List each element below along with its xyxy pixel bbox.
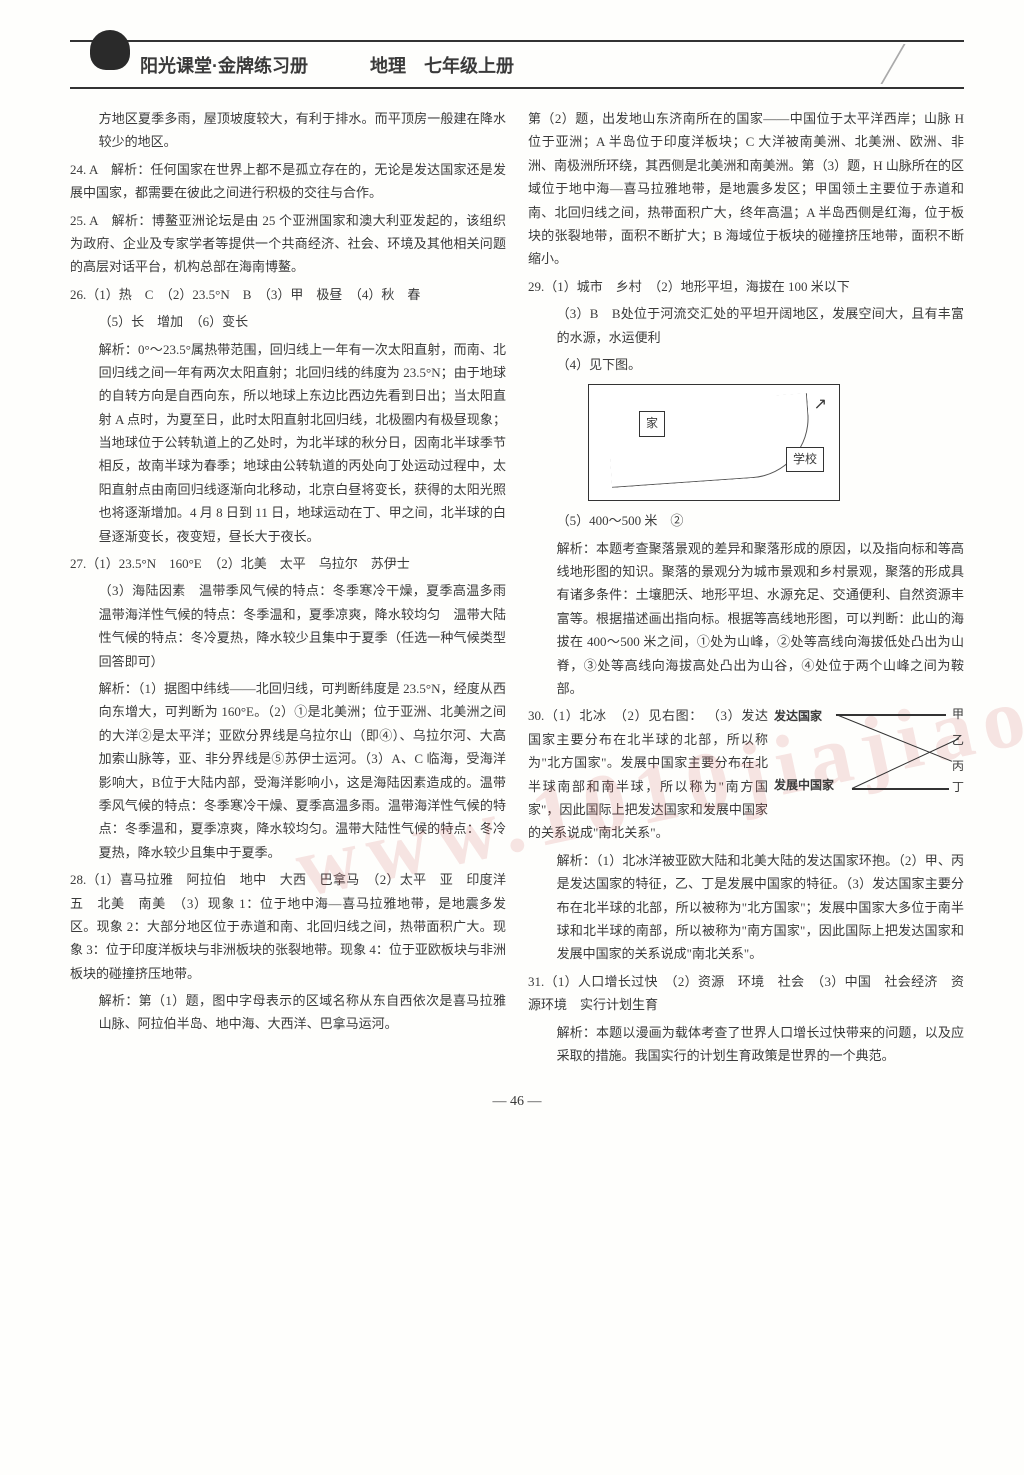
q31-a: 31.（1）人口增长过快 （2）资源 环境 社会 （3）中国 社会经济 资源环境… [528, 970, 964, 1017]
line-4 [852, 788, 949, 789]
right-column: 第（2）题，出发地山东济南所在的国家——中国位于太平洋西岸；山脉 H 位于亚洲；… [528, 107, 964, 1071]
title-part-a: 阳光课堂 [140, 56, 212, 76]
dev-country-label: 发达国家 [774, 706, 822, 728]
q30-text-b: （3）发达国家主要分布在北半球的北部，所以称为"北方国家"。发展中国家主要分布在… [528, 708, 768, 840]
q27-explain: 解析：（1）据图中纬线——北回归线，可判断纬度是 23.5°N，经度从西向东增大… [70, 677, 506, 864]
developing-country-label: 发展中国家 [774, 775, 834, 797]
logo-icon [90, 30, 130, 70]
q30-explain: 解析：（1）北冰洋被亚欧大陆和北美大陆的发达国家环抱。（2）甲、丙是发达国家的特… [528, 849, 964, 966]
q29-b: （3）B B处位于河流交汇处的平坦开阔地区，发展空间大，且有丰富的水源，水运便利 [528, 302, 964, 349]
north-arrow-icon: ↗ [814, 391, 827, 420]
page-header: 阳光课堂·金牌练习册 地理 七年级上册 [70, 40, 964, 89]
subject-label: 地理 七年级上册 [370, 50, 514, 82]
q26-b: （5）长 增加 （6）变长 [70, 310, 506, 333]
cross-diagram: 发达国家 发展中国家 甲 乙 丙 丁 [774, 706, 964, 796]
book-title: 阳光课堂·金牌练习册 [140, 50, 308, 82]
q30-text-a: 30.（1）北冰 （2）见右图： [528, 708, 703, 723]
home-label: 家 [639, 411, 665, 437]
title-part-b: ·金牌练习册 [212, 56, 308, 76]
opt-jia: 甲 [952, 704, 964, 726]
left-column: 方地区夏季多雨，屋顶坡度较大，有利于排水。而平顶房一般建在降水较少的地区。 24… [70, 107, 506, 1071]
opt-bing: 丙 [952, 756, 964, 778]
q29-c: （4）见下图。 [528, 353, 964, 376]
page-number: — 46 — [70, 1089, 964, 1114]
q28-explain: 解析：第（1）题，图中字母表示的区域名称从东自西依次是喜马拉雅山脉、阿拉伯半岛、… [70, 989, 506, 1036]
q28-a: 28.（1）喜马拉雅 阿拉伯 地中 大西 巴拿马 （2）太平 亚 印度洋 五 北… [70, 868, 506, 985]
opt-ding: 丁 [952, 777, 964, 799]
line-1 [836, 714, 946, 715]
header-deco-icon [880, 44, 965, 84]
q28-cont: 第（2）题，出发地山东济南所在的国家——中国位于太平洋西岸；山脉 H 位于亚洲；… [528, 107, 964, 271]
path-line [606, 393, 812, 488]
q25: 25. A 解析：博鳌亚洲论坛是由 25 个亚洲国家和澳大利亚发起的，该组织为政… [70, 209, 506, 279]
q24: 24. A 解析：任何国家在世界上都不是孤立存在的，无论是发达国家还是发展中国家… [70, 158, 506, 205]
q29-d: （5）400～500 米 ② [528, 509, 964, 532]
school-label: 学校 [786, 447, 824, 473]
q29-a: 29.（1）城市 乡村 （2）地形平坦，海拔在 100 米以下 [528, 275, 964, 298]
page: 阳光课堂·金牌练习册 地理 七年级上册 www.1010jiajiao.com … [0, 0, 1024, 1475]
q26-a: 26.（1）热 C （2）23.5°N B （3）甲 极昼 （4）秋 春 [70, 283, 506, 306]
q30-a: 发达国家 发展中国家 甲 乙 丙 丁 30.（1）北冰 （2）见右图： （3）发… [528, 704, 964, 844]
q26-explain: 解析：0°～23.5°属热带范围，回归线上一年有一次太阳直射，而南、北回归线之间… [70, 338, 506, 549]
content-columns: 方地区夏季多雨，屋顶坡度较大，有利于排水。而平顶房一般建在降水较少的地区。 24… [70, 107, 964, 1071]
q27-a: 27.（1）23.5°N 160°E （2）北美 太平 乌拉尔 苏伊士 [70, 552, 506, 575]
line-3 [852, 739, 959, 790]
map-figure: ↗ 家 学校 [588, 384, 840, 501]
q31-explain: 解析：本题以漫画为载体考查了世界人口增长过快带来的问题，以及应采取的措施。我国实… [528, 1021, 964, 1068]
q23-cont: 方地区夏季多雨，屋顶坡度较大，有利于排水。而平顶房一般建在降水较少的地区。 [70, 107, 506, 154]
q29-explain: 解析：本题考查聚落景观的差异和聚落形成的原因，以及指向标和等高线地形图的知识。聚… [528, 537, 964, 701]
q27-b: （3）海陆因素 温带季风气候的特点：冬季寒冷干燥，夏季高温多雨 温带海洋性气候的… [70, 579, 506, 673]
line-2 [836, 714, 952, 762]
